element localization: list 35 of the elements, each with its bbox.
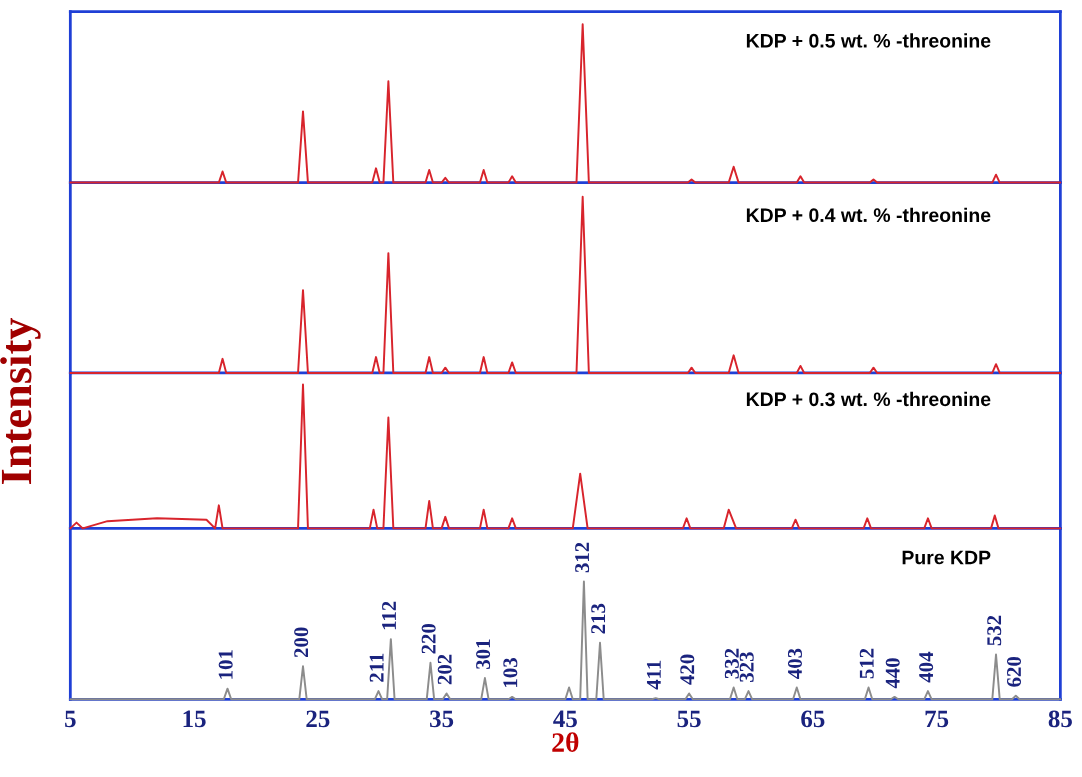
x-tick-label: 55 (677, 710, 701, 728)
annotation: 532 (987, 615, 1002, 646)
annotation: 403 (787, 648, 802, 679)
y-axis-title: Intensity (0, 317, 41, 484)
annotation: 323 (739, 652, 754, 682)
annotation: 220 (421, 623, 436, 654)
annotation: 512 (859, 648, 874, 679)
x-tick-label: 75 (925, 710, 949, 728)
annotation: 213 (591, 603, 606, 634)
x-tick-label: 45 (553, 710, 577, 728)
annotation: 200 (294, 627, 309, 658)
annotation: 332 (724, 648, 739, 679)
annotation: KDP + 0.3 wt. % -threonine (746, 391, 991, 407)
x-axis-title: 2θ (552, 732, 579, 752)
annotation: 112 (382, 601, 396, 630)
annotation: KDP + 0.4 wt. % -threonine (746, 207, 991, 223)
annotation: 211 (369, 653, 384, 682)
annotation: KDP + 0.5 wt. % -threonine (746, 33, 991, 48)
text: Pure KDP (902, 550, 991, 565)
annotation: 404 (919, 651, 934, 683)
annotation: 301 (476, 639, 491, 669)
annotation: 420 (680, 654, 695, 685)
x-tick-label: 65 (801, 710, 825, 728)
x-tick-label: 35 (430, 710, 454, 728)
x-tick-label: 85 (1048, 710, 1072, 728)
annotation: 101 (218, 650, 233, 679)
annotation: 103 (503, 658, 518, 687)
annotation: 312 (575, 542, 590, 573)
annotation: 620 (1006, 656, 1022, 687)
annotation: 202 (437, 654, 452, 685)
x-tick-label: 25 (306, 710, 330, 728)
x-tick-label: 5 (65, 710, 76, 728)
annotation: 411 (646, 660, 661, 690)
x-tick-label: 15 (183, 710, 206, 728)
annotation: 440 (885, 658, 900, 689)
